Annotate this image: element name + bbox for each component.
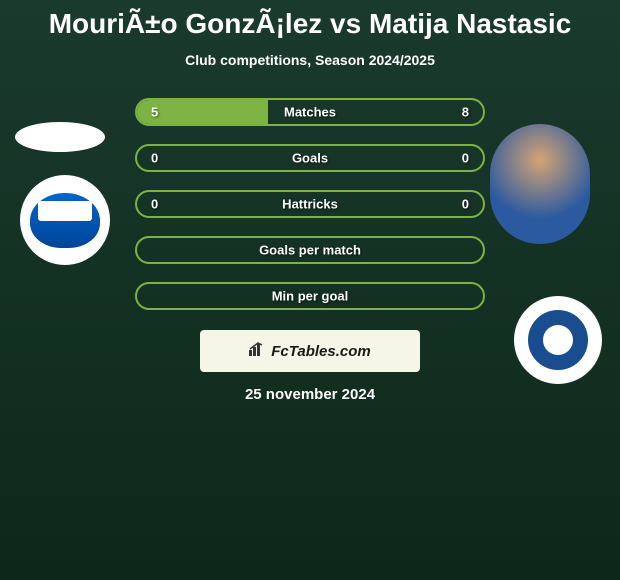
stat-row: Min per goal	[0, 282, 620, 310]
stat-label: Hattricks	[282, 197, 338, 212]
stat-row: 5 8 Matches	[0, 98, 620, 126]
leganes-badge-icon	[528, 310, 588, 370]
stat-value-right: 0	[462, 197, 469, 212]
stat-bar: Min per goal	[135, 282, 485, 310]
date-text: 25 november 2024	[0, 386, 620, 403]
stat-label: Goals per match	[259, 243, 361, 258]
subtitle: Club competitions, Season 2024/2025	[0, 52, 620, 68]
stat-value-right: 8	[462, 105, 469, 120]
fctables-label: FcTables.com	[271, 343, 370, 360]
stat-label: Goals	[292, 151, 328, 166]
stat-value-left: 5	[151, 105, 158, 120]
fctables-attribution[interactable]: FcTables.com	[200, 330, 420, 372]
stat-label: Min per goal	[272, 289, 349, 304]
stat-row: Goals per match	[0, 236, 620, 264]
stat-bar: Goals per match	[135, 236, 485, 264]
stat-bar: 0 0 Hattricks	[135, 190, 485, 218]
stat-value-right: 0	[462, 151, 469, 166]
stat-label: Matches	[284, 105, 336, 120]
stat-bar: 0 0 Goals	[135, 144, 485, 172]
page-title: MouriÃ±o GonzÃ¡lez vs Matija Nastasic	[0, 8, 620, 40]
stat-bar: 5 8 Matches	[135, 98, 485, 126]
player2-photo	[490, 124, 590, 244]
stat-row: 0 0 Goals	[0, 144, 620, 172]
stat-value-left: 0	[151, 151, 158, 166]
stat-value-left: 0	[151, 197, 158, 212]
stat-row: 0 0 Hattricks	[0, 190, 620, 218]
chart-icon	[249, 342, 267, 361]
